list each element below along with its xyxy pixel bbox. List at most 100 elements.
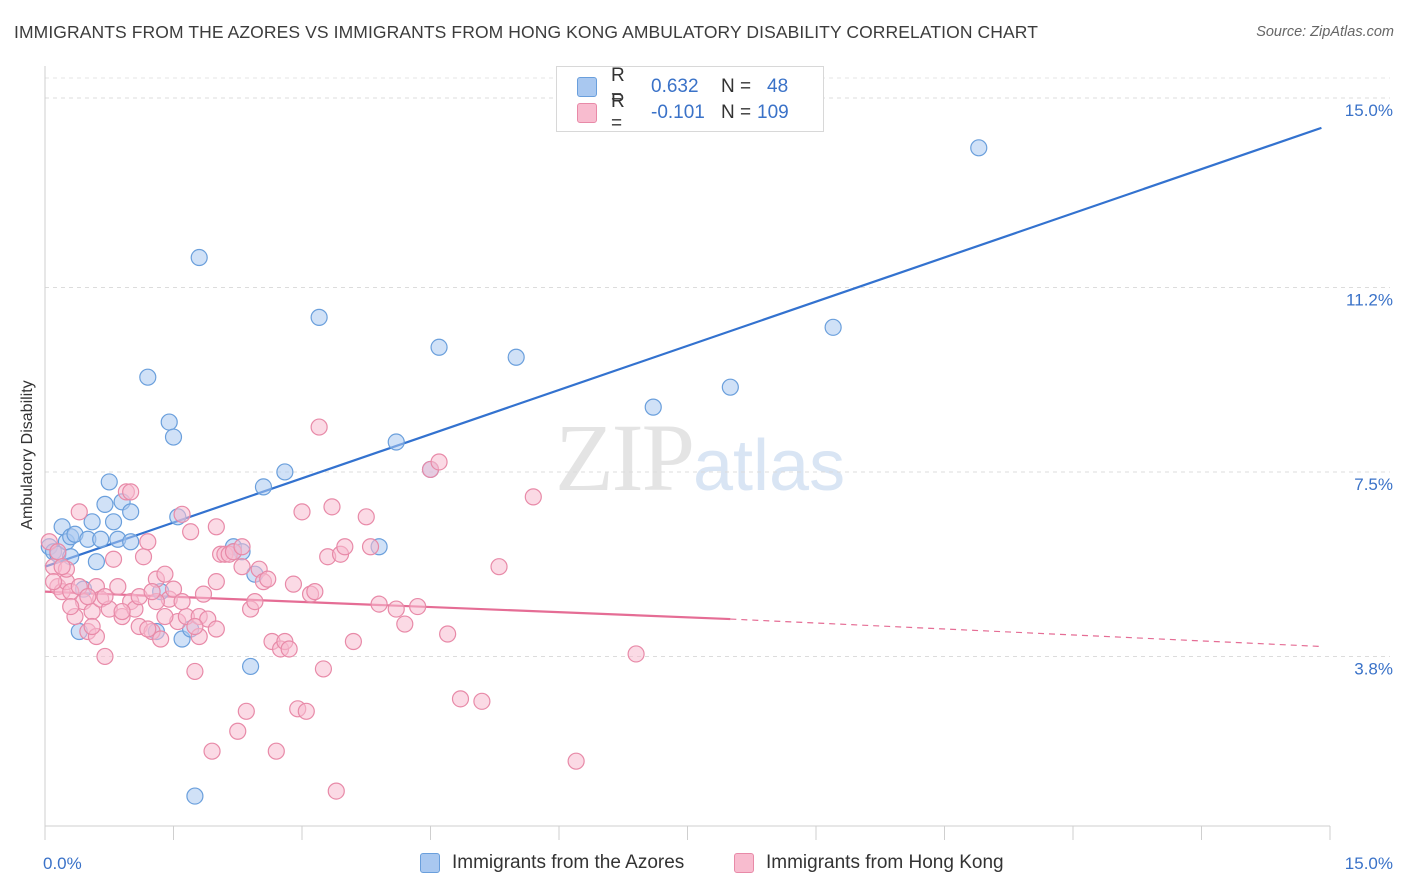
hongkong-point bbox=[357, 508, 375, 526]
hongkong-point bbox=[306, 583, 324, 601]
legend-r-label: R = bbox=[611, 65, 625, 108]
legend-n-value: 48 bbox=[767, 76, 789, 97]
legend-r-label: R = bbox=[611, 91, 625, 134]
legend-label-azores: Immigrants from the Azores bbox=[452, 852, 685, 873]
hongkong-point bbox=[233, 538, 251, 556]
legend-swatch-azores bbox=[577, 77, 597, 97]
hongkong-point bbox=[233, 558, 251, 576]
hongkong-point bbox=[229, 722, 247, 740]
watermark: ZIPatlas bbox=[555, 402, 845, 513]
series-legend: Immigrants from the Azores Immigrants fr… bbox=[0, 852, 1406, 878]
hongkong-point bbox=[627, 645, 645, 663]
azores-point bbox=[87, 553, 106, 571]
azores-point bbox=[276, 463, 294, 481]
hongkong-point bbox=[83, 617, 101, 636]
azores-point bbox=[242, 657, 260, 676]
azores-point bbox=[100, 473, 118, 491]
hongkong-point bbox=[194, 585, 213, 603]
hongkong-point bbox=[156, 607, 174, 626]
azores-point bbox=[139, 368, 157, 386]
tick-labels: 3.8% 7.5% 11.2% 15.0% 0.0% 15.0% bbox=[43, 101, 1393, 873]
hongkong-point bbox=[164, 580, 183, 598]
hongkong-point bbox=[439, 625, 457, 643]
legend-swatch-azores bbox=[420, 853, 440, 873]
legend-n-label: N = bbox=[721, 102, 752, 123]
hongkong-point bbox=[182, 523, 200, 541]
hongkong-point bbox=[173, 592, 191, 611]
azores-point bbox=[122, 503, 140, 521]
hongkong-point bbox=[203, 742, 221, 760]
hongkong-point bbox=[361, 538, 380, 556]
azores-point bbox=[430, 338, 448, 356]
hongkong-point bbox=[207, 573, 225, 591]
hongkong-point bbox=[284, 575, 303, 593]
hongkong-point bbox=[314, 660, 333, 678]
hongkong-point bbox=[186, 617, 204, 636]
hongkong-point bbox=[280, 640, 298, 658]
hongkong-point bbox=[430, 453, 448, 471]
watermark-atlas: atlas bbox=[693, 426, 846, 506]
hongkong-point bbox=[79, 588, 97, 606]
azores-point bbox=[507, 348, 525, 366]
data-points bbox=[40, 139, 988, 805]
hongkong-point bbox=[396, 615, 414, 633]
hongkong-point bbox=[567, 752, 585, 770]
azores-point bbox=[190, 248, 208, 267]
hongkong-point bbox=[267, 742, 285, 760]
legend-swatch-hongkong bbox=[577, 103, 597, 123]
chart-title: IMMIGRANTS FROM THE AZORES VS IMMIGRANTS… bbox=[14, 22, 1038, 42]
y-tick-label: 15.0% bbox=[1345, 101, 1393, 120]
azores-point bbox=[387, 433, 405, 451]
hongkong-point bbox=[186, 662, 204, 681]
azores-point bbox=[122, 533, 140, 551]
y-tick-label: 3.8% bbox=[1354, 659, 1393, 678]
hongkong-point bbox=[53, 558, 71, 576]
hongkong-point bbox=[370, 595, 388, 613]
azores-point bbox=[164, 428, 183, 446]
azores-point bbox=[96, 495, 114, 513]
legend-r-value: 0.632 bbox=[651, 76, 699, 97]
azores-point bbox=[160, 413, 178, 431]
y-tick-label: 11.2% bbox=[1346, 290, 1393, 309]
hongkong-point bbox=[70, 503, 88, 521]
azores-point bbox=[104, 513, 123, 531]
azores-point bbox=[824, 318, 842, 336]
hongkong-trendline-extension bbox=[730, 618, 1322, 648]
hongkong-point bbox=[344, 632, 362, 651]
hongkong-point bbox=[134, 548, 153, 566]
legend-label-hongkong: Immigrants from Hong Kong bbox=[766, 852, 1004, 873]
hongkong-point bbox=[237, 702, 255, 720]
azores-point bbox=[254, 478, 273, 496]
hongkong-point bbox=[297, 702, 315, 720]
hongkong-point bbox=[524, 488, 542, 506]
azores-point bbox=[92, 530, 110, 548]
azores-point bbox=[970, 139, 988, 157]
legend-swatch-hongkong bbox=[734, 853, 754, 873]
hongkong-point bbox=[143, 583, 161, 601]
hongkong-point bbox=[96, 588, 114, 606]
hongkong-point bbox=[293, 503, 311, 521]
hongkong-point bbox=[336, 538, 354, 556]
hongkong-point bbox=[62, 597, 80, 616]
legend-r-value: -0.101 bbox=[651, 102, 705, 123]
hongkong-point bbox=[173, 505, 191, 523]
stats-legend: R = 0.632 N = 48 R = -0.101 N = 109 bbox=[556, 65, 824, 134]
hongkong-point bbox=[259, 570, 277, 588]
y-axis-label: Ambulatory Disability bbox=[19, 380, 36, 530]
hongkong-point bbox=[327, 782, 345, 800]
legend-row-hongkong: R = -0.101 N = 109 bbox=[577, 91, 789, 134]
legend-n-label: N = bbox=[721, 76, 752, 97]
hongkong-point bbox=[387, 600, 405, 618]
hongkong-point bbox=[139, 533, 157, 551]
x-tick-label: 15.0% bbox=[1345, 854, 1393, 873]
y-tick-label: 7.5% bbox=[1354, 475, 1393, 494]
hongkong-point bbox=[104, 550, 123, 568]
source-label: Source: ZipAtlas.com bbox=[1256, 24, 1394, 40]
hongkong-point bbox=[451, 690, 470, 708]
azores-point bbox=[644, 398, 662, 416]
hongkong-point bbox=[49, 543, 67, 561]
hongkong-point bbox=[44, 573, 63, 591]
hongkong-point bbox=[96, 647, 114, 666]
legend-item-azores: Immigrants from the Azores bbox=[420, 852, 684, 874]
watermark-zip: ZIP bbox=[555, 404, 695, 511]
